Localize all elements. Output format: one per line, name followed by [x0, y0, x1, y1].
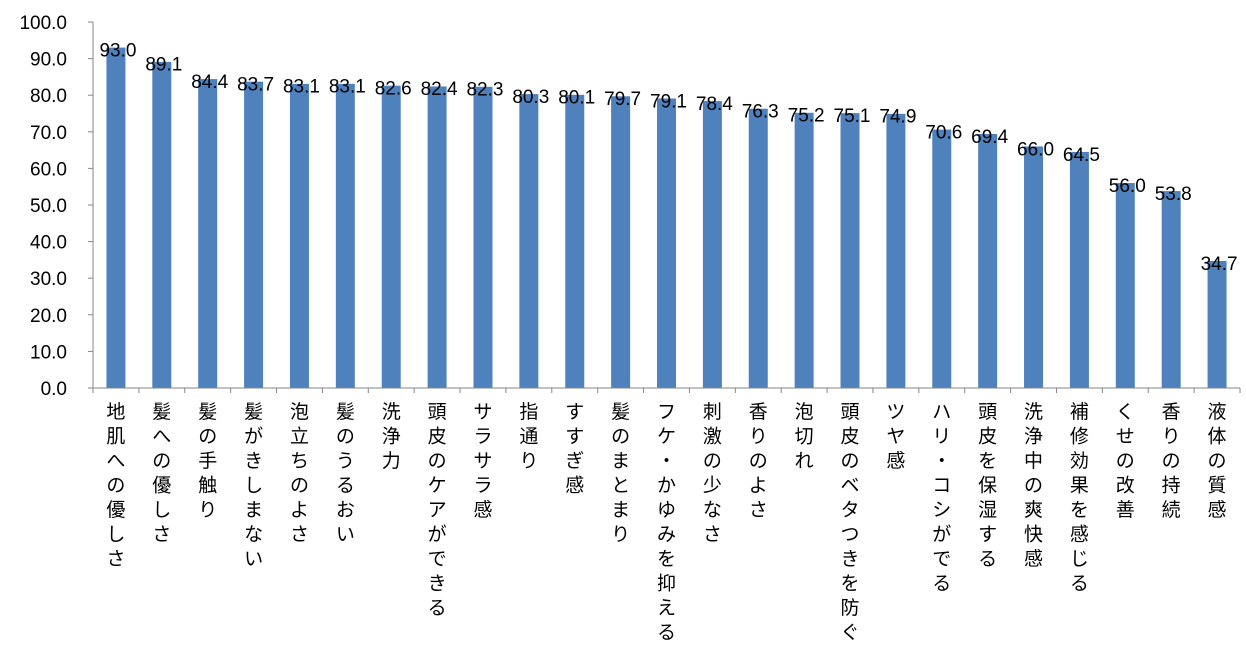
category-label: 泡立ちのよさ: [290, 401, 309, 546]
category-label: 指通り: [519, 401, 538, 472]
category-label: 香りのよさ: [749, 401, 768, 521]
bar: [932, 129, 952, 388]
category-label: 髪の手触り: [198, 401, 217, 521]
bar: [1024, 146, 1044, 388]
data-label: 82.3: [466, 80, 503, 101]
bar: [473, 86, 493, 389]
data-label: 69.4: [971, 127, 1008, 148]
y-tick-label: 90.0: [30, 50, 67, 71]
category-label: 頭皮のベタつきを防ぐ: [841, 401, 860, 644]
category-labels: 地肌への優しさ 髪への優しさ 髪の手触り 髪がきしまない 泡立ちのよさ 髪のうるおい 洗浄力…: [106, 401, 1226, 644]
data-label: 80.1: [558, 88, 595, 109]
y-tick-label: 80.0: [30, 86, 67, 107]
data-label: 56.0: [1109, 176, 1146, 197]
bar: [244, 81, 264, 389]
bar: [978, 133, 998, 388]
bar: [565, 94, 585, 389]
bar: [152, 61, 172, 388]
category-label: ツヤ感: [886, 401, 905, 472]
y-tick-label: 70.0: [30, 123, 67, 144]
bar: [657, 98, 676, 388]
data-label: 83.1: [329, 77, 366, 98]
category-label: 髪への優しさ: [152, 401, 171, 546]
data-labels: 93.0 89.1 84.4 83.7 83.1 83.1 82.6 82.4 82.3 80.3…: [99, 40, 1237, 274]
category-label: 頭皮のケアができる: [428, 401, 447, 619]
bar: [519, 94, 539, 389]
category-label: 地肌への優しさ: [106, 401, 125, 570]
x-axis: [92, 387, 1241, 393]
bar: [198, 79, 218, 388]
data-label: 34.7: [1201, 254, 1238, 275]
bar: [335, 83, 355, 388]
bars: [106, 47, 1227, 389]
y-tick-label: 30.0: [30, 269, 67, 290]
data-label: 75.2: [788, 106, 825, 127]
category-label: 洗浄力: [382, 401, 401, 472]
category-label: くせの改善: [1116, 401, 1135, 521]
data-label: 93.0: [99, 40, 136, 61]
category-label: 香りの持続: [1162, 401, 1181, 521]
category-label: 補修効果を感じる: [1070, 401, 1089, 595]
category-label: フケ・かゆみを抑える: [657, 401, 676, 644]
category-label: 髪がきしまない: [244, 401, 263, 570]
bar: [794, 112, 814, 388]
data-label: 78.4: [696, 94, 733, 115]
y-tick-label: 20.0: [30, 306, 67, 327]
bar: [1207, 260, 1227, 388]
data-label: 75.1: [834, 106, 871, 127]
data-label: 80.3: [512, 87, 549, 108]
bar: [611, 96, 631, 388]
category-label: ハリ・コシがでる: [932, 401, 951, 595]
data-label: 83.7: [237, 74, 274, 95]
data-label: 64.5: [1063, 145, 1100, 166]
data-label: 76.3: [742, 102, 779, 123]
category-label: 泡切れ: [795, 401, 814, 472]
y-tick-label: 40.0: [30, 233, 67, 254]
bar: [886, 113, 906, 388]
bar: [289, 83, 309, 388]
data-label: 83.1: [283, 77, 320, 98]
bar: [1115, 183, 1135, 388]
y-tick-label: 60.0: [30, 159, 67, 180]
bar: [1161, 191, 1181, 388]
bar: [381, 85, 401, 389]
data-label: 82.4: [421, 79, 458, 100]
y-tick-label: 50.0: [30, 196, 67, 217]
category-label: 刺激の少なさ: [703, 401, 722, 546]
bar: [840, 113, 860, 388]
data-label: 79.1: [650, 91, 687, 112]
category-label: 髪のまとまり: [611, 401, 630, 546]
data-label: 66.0: [1017, 139, 1054, 160]
data-label: 79.7: [604, 89, 641, 110]
bar: [106, 47, 126, 389]
y-axis: 0.0 10.0 20.0 30.0 40.0 50.0 60.0 70.0 80.0 90.0 1…: [19, 13, 94, 400]
y-tick-label: 10.0: [30, 342, 67, 363]
category-label: 洗浄中の爽快感: [1024, 401, 1043, 570]
data-label: 82.6: [375, 79, 412, 100]
category-label: すすぎ感: [565, 401, 584, 497]
data-label: 74.9: [879, 107, 916, 128]
category-label: 髪のうるおい: [336, 401, 355, 546]
category-label: 頭皮を保湿する: [978, 401, 997, 570]
data-label: 89.1: [145, 55, 182, 76]
bar: [702, 101, 722, 388]
bar: [1069, 151, 1089, 388]
category-label: 液体の質感: [1208, 401, 1227, 521]
data-label: 84.4: [191, 72, 228, 93]
bar: [748, 108, 768, 388]
data-label: 53.8: [1155, 184, 1192, 205]
y-tick-label: 0.0: [41, 379, 67, 400]
bar: [427, 86, 447, 388]
y-tick-label: 100.0: [19, 13, 67, 34]
category-label: サラサラ感: [473, 401, 492, 521]
data-label: 70.6: [925, 122, 962, 143]
